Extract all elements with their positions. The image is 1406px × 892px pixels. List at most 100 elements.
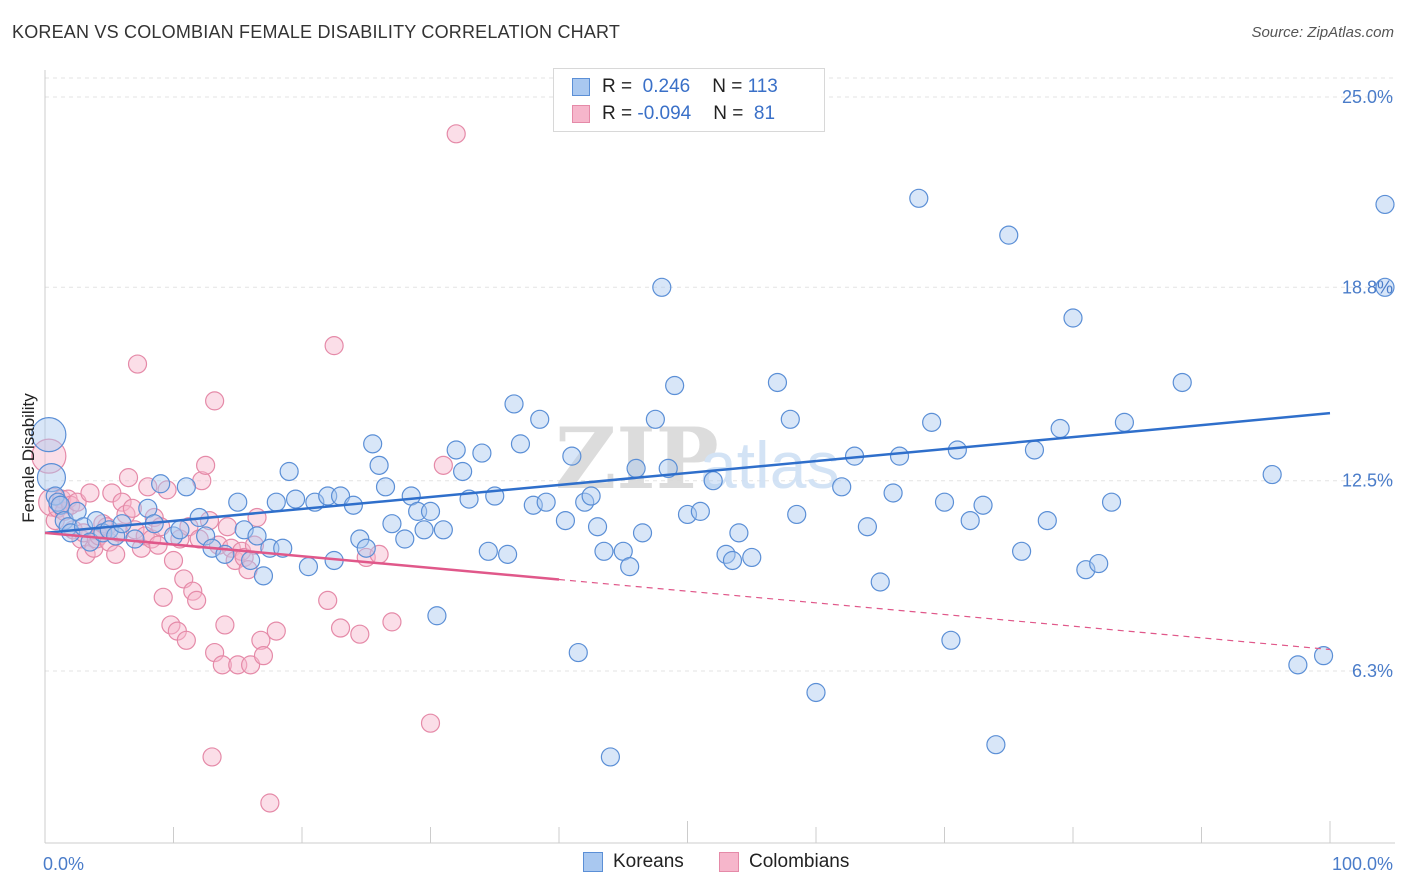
data-point bbox=[253, 646, 274, 666]
series-legend: Koreans Colombians bbox=[0, 851, 1406, 877]
data-point bbox=[729, 523, 749, 543]
data-point bbox=[536, 492, 556, 512]
data-point bbox=[1375, 277, 1395, 297]
data-point bbox=[31, 417, 67, 453]
data-point bbox=[151, 474, 171, 494]
data-point bbox=[600, 747, 621, 767]
data-point bbox=[112, 492, 132, 512]
chart-title: KOREAN VS COLOMBIAN FEMALE DISABILITY CO… bbox=[12, 22, 621, 42]
data-point bbox=[690, 501, 710, 521]
legend-item-colombians[interactable]: Colombians bbox=[719, 851, 849, 873]
legend-row-colombians: R = -0.094 N = 81 bbox=[572, 101, 775, 127]
data-point bbox=[665, 375, 685, 396]
data-point bbox=[973, 495, 993, 515]
data-point bbox=[118, 468, 139, 488]
colombian-trend-line bbox=[44, 531, 560, 581]
data-point bbox=[780, 409, 800, 429]
legend-n-value: 81 bbox=[748, 103, 776, 124]
data-point bbox=[356, 538, 376, 558]
data-point bbox=[80, 483, 100, 503]
data-point bbox=[266, 492, 286, 512]
legend-r-value: -0.094 bbox=[637, 103, 692, 124]
data-point bbox=[620, 557, 640, 577]
data-point bbox=[581, 486, 601, 506]
data-point bbox=[889, 446, 910, 466]
colombian-trend-line-dashed bbox=[558, 578, 1331, 651]
data-point bbox=[125, 529, 145, 549]
data-point bbox=[433, 520, 453, 540]
data-point bbox=[1089, 553, 1109, 574]
koreans-legend-label: Koreans bbox=[613, 851, 684, 872]
data-point bbox=[279, 461, 299, 482]
data-point bbox=[228, 492, 248, 512]
data-point bbox=[205, 642, 225, 663]
y-tick-label: 6.3% bbox=[1352, 661, 1393, 681]
colombians-legend-swatch bbox=[719, 852, 739, 872]
data-point bbox=[153, 587, 173, 607]
y-tick-label: 18.8% bbox=[1342, 277, 1393, 297]
data-point bbox=[187, 590, 207, 611]
data-point bbox=[922, 412, 942, 432]
data-point bbox=[196, 526, 216, 546]
data-point bbox=[645, 409, 665, 429]
y-tick-label: 12.5% bbox=[1342, 471, 1393, 491]
data-point bbox=[883, 483, 903, 503]
data-point bbox=[48, 492, 68, 512]
colombians-swatch bbox=[572, 105, 590, 123]
data-point bbox=[369, 455, 389, 475]
koreans-legend-swatch bbox=[583, 852, 603, 872]
data-point bbox=[562, 446, 582, 466]
data-point bbox=[453, 461, 473, 482]
data-point bbox=[363, 434, 383, 454]
data-point bbox=[414, 520, 434, 540]
data-point bbox=[76, 544, 96, 564]
data-point bbox=[170, 520, 190, 540]
data-point bbox=[176, 630, 196, 650]
koreans-swatch bbox=[572, 78, 590, 96]
data-point bbox=[298, 557, 319, 577]
data-point bbox=[163, 550, 184, 571]
data-point bbox=[1288, 655, 1308, 675]
data-point bbox=[870, 572, 890, 592]
y-tick-label: 25.0% bbox=[1342, 87, 1393, 107]
data-point bbox=[1262, 464, 1282, 485]
tick-labels: 6.3% 12.5% 18.8% 25.0% 0.0% 100.0% bbox=[43, 87, 1393, 874]
legend-r-label: R = bbox=[602, 103, 638, 124]
data-point bbox=[382, 612, 402, 632]
data-point bbox=[420, 713, 441, 733]
data-point bbox=[420, 501, 441, 521]
data-point bbox=[215, 615, 235, 635]
stats-legend: R = 0.246 N = 113 R = -0.094 N = 81 bbox=[553, 68, 825, 132]
data-point bbox=[478, 541, 498, 561]
legend-n-label: N = bbox=[712, 76, 748, 97]
data-point bbox=[652, 277, 672, 297]
legend-item-koreans[interactable]: Koreans bbox=[583, 851, 684, 873]
legend-n-value: 113 bbox=[747, 76, 778, 97]
data-point bbox=[909, 188, 929, 208]
data-point bbox=[202, 747, 222, 767]
data-point bbox=[350, 624, 370, 644]
x-tick-label: 0.0% bbox=[43, 854, 84, 874]
data-point bbox=[986, 735, 1006, 755]
data-point bbox=[1114, 412, 1135, 432]
data-point bbox=[632, 523, 653, 543]
data-point bbox=[330, 618, 351, 638]
data-point bbox=[375, 477, 396, 497]
data-point bbox=[50, 495, 71, 515]
legend-r-label: R = bbox=[602, 76, 638, 97]
legend-r-value: 0.246 bbox=[637, 76, 691, 97]
data-point bbox=[530, 409, 550, 429]
data-point bbox=[324, 336, 344, 356]
data-point bbox=[205, 391, 225, 411]
data-point bbox=[253, 566, 274, 586]
data-point bbox=[658, 458, 678, 479]
korean-trend-line bbox=[44, 411, 1331, 535]
watermark-zip: ZIP bbox=[555, 409, 719, 508]
data-point bbox=[587, 517, 608, 537]
data-point bbox=[510, 434, 531, 454]
data-point bbox=[260, 793, 280, 813]
data-point bbox=[1050, 418, 1070, 439]
x-tick-label: 100.0% bbox=[1332, 854, 1393, 874]
data-point bbox=[176, 477, 196, 497]
data-point bbox=[127, 354, 148, 374]
